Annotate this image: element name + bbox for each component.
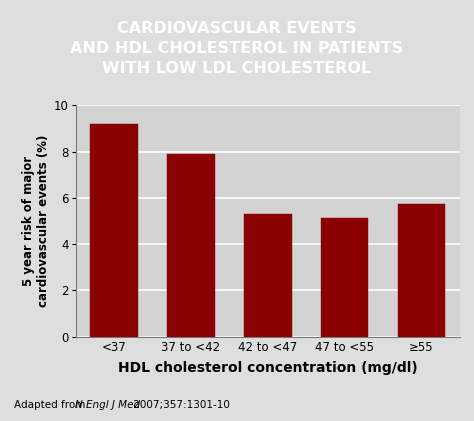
Bar xyxy=(321,218,368,337)
Text: 2007;357:1301-10: 2007;357:1301-10 xyxy=(130,400,230,410)
Y-axis label: 5 year risk of major
cardiovascular events (%): 5 year risk of major cardiovascular even… xyxy=(22,135,50,307)
Text: N Engl J Med: N Engl J Med xyxy=(75,400,140,410)
Bar xyxy=(244,214,292,337)
Text: Adapted from: Adapted from xyxy=(14,400,89,410)
Text: CARDIOVASCULAR EVENTS
AND HDL CHOLESTEROL IN PATIENTS
WITH LOW LDL CHOLESTEROL: CARDIOVASCULAR EVENTS AND HDL CHOLESTERO… xyxy=(70,21,404,76)
Bar xyxy=(167,154,215,337)
Bar xyxy=(91,124,138,337)
X-axis label: HDL cholesterol concentration (mg/dl): HDL cholesterol concentration (mg/dl) xyxy=(118,361,418,375)
Bar xyxy=(398,204,445,337)
